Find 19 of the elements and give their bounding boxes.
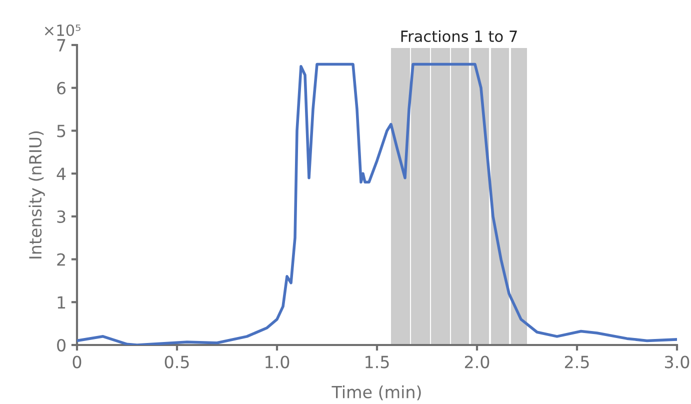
y-tick-label: 7 xyxy=(57,39,66,52)
x-tick-label: 0 xyxy=(72,356,82,368)
x-tick-label: 0.5 xyxy=(164,356,189,368)
band-label: Fractions 1 to 7 xyxy=(401,30,517,42)
y-tick-label: 2 xyxy=(57,253,65,266)
x-tick-label: 3.0 xyxy=(665,356,690,368)
y-tick-label: 6 xyxy=(57,82,66,94)
y-tick-label: 0 xyxy=(57,338,66,352)
x-tick-label: 1.0 xyxy=(266,356,290,368)
y-tick-label: 4 xyxy=(56,168,66,180)
x-tick-label: 2.0 xyxy=(464,356,490,368)
x-tick-label: 1.5 xyxy=(366,356,389,368)
x-axis-title: Time (min) xyxy=(332,385,421,400)
y-axis-title: Intensity (nRIU) xyxy=(28,131,45,258)
y-tick-label: 5 xyxy=(57,124,66,138)
text: ×10⁵ xyxy=(44,24,80,36)
x-tick-label: 2.5 xyxy=(564,356,589,368)
y-tick-label: 3 xyxy=(57,210,66,223)
y-tick-label: 1 xyxy=(58,296,66,308)
